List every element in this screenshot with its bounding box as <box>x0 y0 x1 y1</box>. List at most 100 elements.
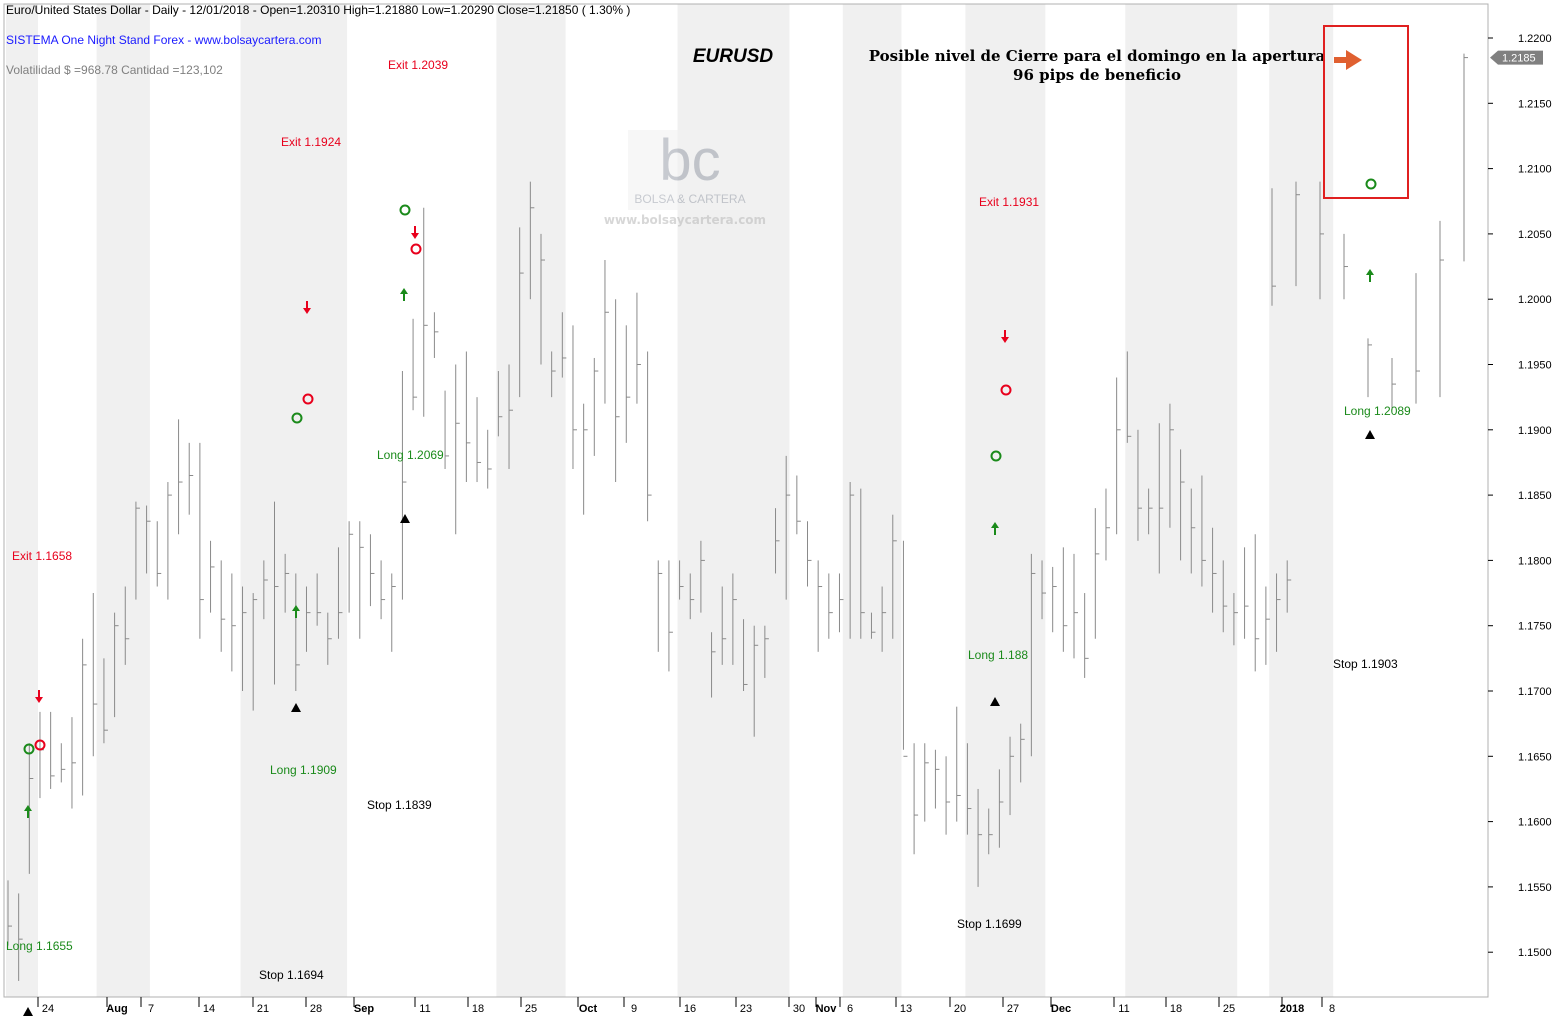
long-arrow-icon <box>991 522 999 528</box>
long-label: Long 1.1655 <box>6 939 73 953</box>
week-band <box>496 4 566 997</box>
y-tick-label: 1.2200 <box>1518 33 1552 45</box>
week-band <box>240 4 348 997</box>
x-tick-label: 27 <box>1007 1003 1019 1015</box>
y-tick-label: 1.1500 <box>1518 947 1552 959</box>
stop-triangle-icon <box>400 514 410 523</box>
y-tick-label: 1.2000 <box>1518 294 1552 306</box>
exit-marker <box>34 739 46 751</box>
x-tick-label: 11 <box>419 1003 430 1015</box>
y-tick-label: 1.1950 <box>1518 360 1552 372</box>
ohlc-bars <box>7 53 1468 981</box>
watermark-bg <box>628 130 770 210</box>
stop-label: Stop 1.1839 <box>367 798 432 812</box>
y-tick-label: 1.2050 <box>1518 229 1552 241</box>
x-tick-label: 24 <box>42 1003 54 1015</box>
stop-label: Stop 1.1903 <box>1333 657 1398 671</box>
chart-subtitle-line1: Posible nivel de Cierre para el domingo … <box>869 47 1326 65</box>
volatility-info: Volatilidad $ =968.78 Cantidad =123,102 <box>6 63 223 77</box>
plot-frame <box>3 3 1489 998</box>
long-arrow-icon <box>292 605 300 611</box>
y-tick-label: 1.1900 <box>1518 425 1552 437</box>
x-tick-label: 7 <box>148 1003 154 1015</box>
x-tick-label: 23 <box>740 1003 752 1015</box>
exit-marker <box>302 393 314 405</box>
watermark-name: BOLSA & CARTERA <box>634 192 745 206</box>
stop-triangle-icon <box>23 1007 33 1016</box>
stop-triangle-icon <box>1365 430 1375 439</box>
x-tick-label: 6 <box>847 1003 853 1015</box>
last-price-label: 1.2185 <box>1502 53 1536 65</box>
week-bands <box>6 4 1334 997</box>
y-tick-label: 1.1600 <box>1518 817 1552 829</box>
exit-label: Exit 1.1658 <box>12 549 72 563</box>
exit-label: Exit 1.1924 <box>281 135 341 149</box>
x-tick-label: Aug <box>106 1003 127 1015</box>
long-entry-marker <box>291 412 303 424</box>
watermark-url: www.bolsaycartera.com <box>604 213 766 227</box>
x-tick-label: 11 <box>1118 1003 1129 1015</box>
y-tick-label: 1.1800 <box>1518 555 1552 567</box>
long-arrow-icon <box>24 805 32 811</box>
x-tick-label: 13 <box>900 1003 912 1015</box>
stop-label: Stop 1.1699 <box>957 917 1022 931</box>
x-tick-label: 2018 <box>1280 1003 1304 1015</box>
watermark: bc BOLSA & CARTERA www.bolsaycartera.com <box>604 128 770 227</box>
exit-label: Exit 1.1931 <box>979 195 1039 209</box>
chart-subtitle-line2: 96 pips de beneficio <box>1013 66 1181 84</box>
stop-triangle-icon <box>990 697 1000 706</box>
y-tick-label: 1.1650 <box>1518 751 1552 763</box>
x-tick-label: 18 <box>472 1003 484 1015</box>
week-band <box>1125 4 1238 997</box>
long-label: Long 1.2069 <box>377 448 444 462</box>
stop-label: Stop 1.1694 <box>259 968 324 982</box>
x-tick-label: 21 <box>257 1003 269 1015</box>
y-tick-label: 1.1700 <box>1518 686 1552 698</box>
week-band <box>6 4 38 997</box>
axes: 1.2200 1.2150 1.2100 1.2050 1.2000 1.1950 1.19… <box>3 3 1552 1015</box>
exit-arrow-icon <box>1001 337 1009 343</box>
x-tick-label: 8 <box>1329 1003 1335 1015</box>
long-entry-marker <box>1365 178 1377 190</box>
long-label: Long 1.2089 <box>1344 404 1411 418</box>
exit-arrow-icon <box>303 308 311 314</box>
long-entry-marker <box>990 450 1002 462</box>
x-tick-label: Sep <box>354 1003 374 1015</box>
watermark-logo: bc <box>659 128 720 193</box>
week-band <box>96 4 150 997</box>
long-arrow-icon <box>400 288 408 294</box>
exit-marker <box>1000 384 1012 396</box>
exit-arrow-icon <box>35 697 43 703</box>
x-tick-label: Dec <box>1051 1003 1071 1015</box>
x-tick-label: 16 <box>684 1003 696 1015</box>
y-tick-label: 1.2150 <box>1518 98 1552 110</box>
x-tick-label: Nov <box>816 1003 838 1015</box>
stop-triangle-icon <box>291 703 301 712</box>
highlight-arrow-icon <box>1334 50 1362 70</box>
y-tick-label: 1.2100 <box>1518 164 1552 176</box>
chart-title: EURUSD <box>693 46 774 67</box>
x-tick-label: 25 <box>525 1003 537 1015</box>
long-label: Long 1.1909 <box>270 763 337 777</box>
long-label: Long 1.188 <box>968 648 1028 662</box>
signal-marks: Long 1.1655 Long 1.1909 Long 1.2069 Long 1.… <box>6 58 1411 1016</box>
week-band <box>965 4 1046 997</box>
last-price-tag <box>1490 50 1543 65</box>
x-tick-label: 18 <box>1170 1003 1182 1015</box>
exit-arrow-icon <box>411 233 419 239</box>
highlight-box <box>1323 25 1409 199</box>
x-tick-label: Oct <box>579 1003 598 1015</box>
x-tick-label: 30 <box>793 1003 805 1015</box>
header-info: Euro/United States Dollar - Daily - 12/0… <box>6 3 630 17</box>
exit-marker <box>410 243 422 255</box>
long-entry-marker <box>399 204 411 216</box>
exit-label: Exit 1.2039 <box>388 58 448 72</box>
y-tick-label: 1.1550 <box>1518 882 1552 894</box>
x-tick-label: 28 <box>310 1003 322 1015</box>
x-tick-label: 20 <box>954 1003 966 1015</box>
x-tick-label: 25 <box>1223 1003 1235 1015</box>
week-band <box>1269 4 1334 997</box>
y-tick-label: 1.1750 <box>1518 621 1552 633</box>
long-entry-marker <box>23 743 35 755</box>
